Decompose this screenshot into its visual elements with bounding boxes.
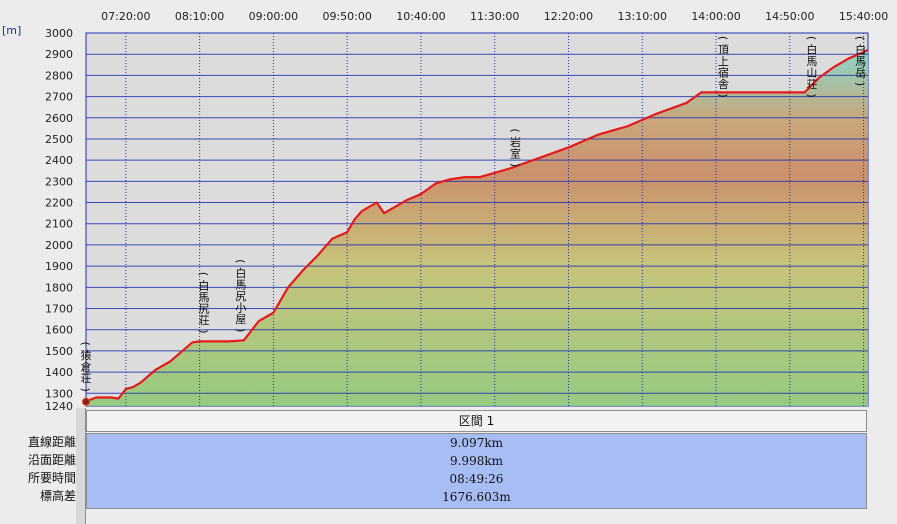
landmark-char: 小 (235, 301, 246, 314)
y-tick-label: 1700 (45, 303, 73, 316)
x-tick-label: 15:40:00 (839, 10, 888, 23)
x-tick-label: 10:40:00 (396, 10, 445, 23)
landmark-char: 白 (806, 43, 817, 57)
landmark-char: ) (234, 328, 247, 332)
y-tick-label: 2400 (45, 154, 73, 167)
landmark-char: 馬 (806, 55, 817, 68)
elapsed-time-value: 08:49:26 (449, 472, 504, 486)
landmark-label: ( 白馬岳) (854, 36, 867, 86)
x-tick-label: 09:00:00 (249, 10, 298, 23)
y-tick-label: 3000 (45, 27, 73, 40)
landmark-char: 尻 (235, 290, 246, 303)
landmark-char: 倉 (81, 360, 92, 374)
summary-labels: 直線距離 沿面距離 所要時間 標高差 (0, 433, 76, 505)
x-tick-label: 14:00:00 (691, 10, 740, 23)
landmark-char: 山 (806, 67, 817, 80)
landmark-char: 馬 (235, 278, 246, 291)
x-tick-label: 14:50:00 (765, 10, 814, 23)
y-tick-label: 2500 (45, 133, 73, 146)
x-tick-label: 11:30:00 (470, 10, 519, 23)
landmark-char: 頂 (718, 44, 729, 57)
landmark-char: ( (716, 36, 729, 40)
straight-distance-label: 直線距離 (27, 435, 76, 449)
y-unit-label: [m] (2, 24, 22, 37)
summary-values: 9.097km 9.998km 08:49:26 1676.603m (86, 433, 867, 509)
x-tick-label: 09:50:00 (322, 10, 371, 23)
elevation-line (85, 48, 869, 403)
y-tick-label: 1900 (45, 260, 73, 273)
landmark-char: ) (805, 93, 818, 97)
landmark-char: 屋 (235, 313, 246, 326)
landmark-char: ( (79, 341, 92, 345)
straight-distance-value: 9.097km (449, 436, 503, 450)
landmark-char: 上 (718, 55, 729, 68)
landmark-char: ) (854, 82, 867, 86)
surface-distance-label: 沿面距離 (27, 453, 76, 467)
panel-left-bar (76, 408, 86, 524)
y-tick-label: 2000 (45, 239, 73, 252)
landmark-char: 馬 (199, 291, 210, 304)
y-tick-label: 1400 (45, 366, 73, 379)
x-tick-label: 07:20:00 (101, 10, 150, 23)
landmark-char: 猿 (81, 348, 92, 362)
landmark-char: 荘 (199, 314, 210, 327)
landmark-char: ) (508, 163, 521, 167)
landmark-char: ( (197, 272, 210, 276)
y-tick-label: 1600 (45, 324, 73, 337)
y-tick-label: 1500 (45, 345, 73, 358)
segment-header[interactable]: 区間 1 (86, 410, 867, 432)
landmark-label: ( 岩室) (508, 128, 521, 167)
landmark-char: 岳 (855, 67, 866, 80)
x-tick-label: 08:10:00 (175, 10, 224, 23)
y-tick-label: 2100 (45, 218, 73, 231)
elevation-diff-value: 1676.603m (442, 490, 511, 504)
elapsed-time-label: 所要時間 (27, 471, 76, 485)
x-tick-label: 12:20:00 (544, 10, 593, 23)
y-tick-label: 2800 (45, 69, 73, 82)
landmark-char: ) (197, 329, 210, 333)
elevation-diff-label: 標高差 (39, 489, 76, 503)
landmark-char: 白 (855, 43, 866, 57)
landmark-char: 尻 (199, 302, 210, 315)
landmark-char: ( (854, 36, 867, 40)
landmark-char: ( (234, 259, 247, 263)
landmark-char: 室 (510, 146, 521, 160)
y-tick-label: 2200 (45, 197, 73, 210)
landmark-char: 白 (199, 278, 210, 292)
y-tick-label: 1240 (45, 400, 73, 410)
landmark-char: 荘 (81, 372, 92, 385)
landmark-char: ( (805, 36, 818, 40)
landmark-char: ( (508, 128, 521, 132)
surface-distance-value: 9.998km (449, 454, 503, 468)
y-tick-label: 2700 (45, 91, 73, 104)
start-marker (82, 397, 90, 406)
y-tick-label: 2600 (45, 112, 73, 125)
y-tick-label: 1300 (45, 387, 73, 400)
landmark-char: 舎 (718, 78, 729, 91)
y-tick-label: 2900 (45, 48, 73, 61)
y-tick-label: 2300 (45, 175, 73, 188)
y-tick-label: 1800 (45, 281, 73, 294)
landmark-char: 荘 (806, 78, 817, 91)
landmark-label: ( 猿倉荘) (79, 341, 92, 391)
landmark-char: 白 (235, 266, 246, 280)
landmark-char: 岩 (510, 135, 521, 149)
landmark-char: 馬 (855, 55, 866, 68)
landmark-char: ) (716, 93, 729, 97)
landmark-char: 宿 (718, 66, 729, 80)
landmark-char: ) (79, 387, 92, 391)
x-tick-label: 13:10:00 (618, 10, 667, 23)
